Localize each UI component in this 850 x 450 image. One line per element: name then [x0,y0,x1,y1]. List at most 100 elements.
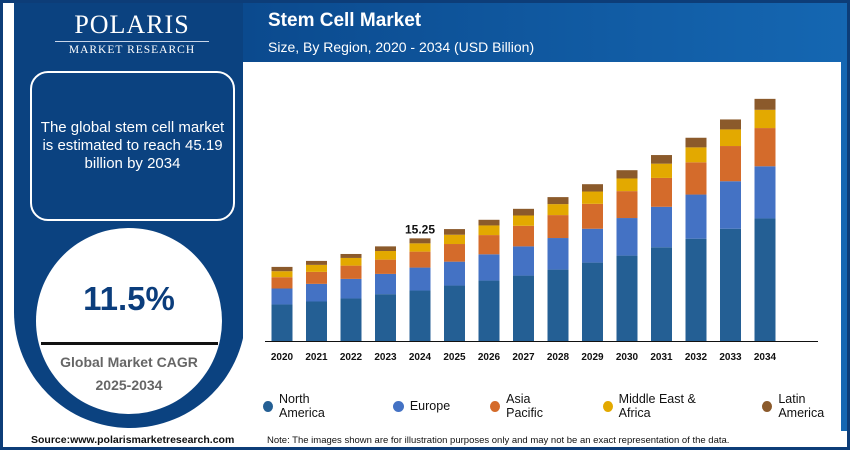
summary-text: The global stem cell market is estimated… [40,119,225,172]
bar-segment-north-america-2032 [685,238,707,341]
data-label: 15.25 [405,222,435,236]
bar-segment-middle-east-africa-2020 [271,271,293,278]
bar-segment-latin-america-2030 [616,170,638,179]
bar-segment-north-america-2020 [271,304,293,341]
bar-segment-middle-east-africa-2022 [340,257,362,266]
bar-segment-latin-america-2027 [513,208,534,216]
x-tick-label: 2024 [409,352,432,363]
bar-segment-asia-pacific-2032 [685,162,707,195]
bar-segment-middle-east-africa-2025 [444,234,465,245]
legend-label: Middle East & Africa [618,392,696,420]
bar-segment-asia-pacific-2029 [582,203,603,229]
bar-segment-north-america-2021 [306,301,327,341]
legend: North America Europe Asia Pacific Middle Ea… [263,392,847,420]
legend-item: North America [263,392,351,420]
legend-item: Asia Pacific [490,392,565,420]
logo-subtitle: MARKET RESEARCH [68,44,196,56]
bar-segment-north-america-2024 [409,290,431,341]
bar-segment-asia-pacific-2030 [616,191,638,219]
bar-segment-middle-east-africa-2033 [720,129,741,147]
bar-segment-middle-east-africa-2028 [547,204,569,216]
bar-segment-europe-2025 [444,261,465,286]
polaris-logo: POLARIS MARKET RESEARCH [47,11,217,56]
bar-segment-latin-america-2029 [582,184,603,192]
bar-segment-latin-america-2020 [271,266,293,272]
x-tick-label: 2025 [443,352,466,363]
bar-segment-europe-2029 [582,228,603,263]
bar-segment-asia-pacific-2033 [720,146,741,182]
bar-segment-asia-pacific-2023 [375,259,396,274]
bar-segment-middle-east-africa-2027 [513,215,534,226]
legend-item: Europe [392,392,451,420]
bar-segment-north-america-2033 [720,228,741,341]
x-tick-label: 2020 [271,352,294,363]
bar-segment-asia-pacific-2022 [340,265,362,279]
x-tick-label: 2022 [340,352,363,363]
legend-label: Asia Pacific [506,392,543,420]
bar-segment-asia-pacific-2034 [754,128,776,167]
bar-segment-asia-pacific-2026 [478,235,500,255]
bar-segment-north-america-2028 [547,269,569,341]
legend-dot-icon [762,400,773,412]
legend-dot-icon [490,400,501,412]
disclaimer-note: Note: The images shown are for illustrat… [267,435,730,446]
stacked-bar-chart: 2020 2021 2022 2023 2024 15.25 2025 2026 2027 202… [265,98,818,363]
bar-segment-europe-2022 [340,278,362,299]
bar-segment-north-america-2031 [651,247,672,341]
bar-segment-latin-america-2031 [651,155,672,164]
bar-segment-north-america-2025 [444,285,465,341]
legend-label: Europe [409,399,451,413]
cagr-divider [41,342,218,345]
bar-segment-latin-america-2024 [409,238,431,244]
bar-segment-north-america-2022 [340,298,362,341]
chart-area [243,62,841,432]
bar-segment-latin-america-2026 [478,219,500,226]
bar-segment-north-america-2027 [513,275,534,341]
bar-segment-europe-2026 [478,254,500,281]
bar-segment-north-america-2023 [375,294,396,341]
bar-segment-asia-pacific-2027 [513,225,534,247]
bar-segment-middle-east-africa-2026 [478,225,500,236]
legend-label: Latin America [778,392,825,420]
legend-dot-icon [392,400,404,412]
x-tick-label: 2034 [754,352,777,363]
chart-subtitle: Size, By Region, 2020 - 2034 (USD Billio… [268,39,535,55]
x-tick-label: 2032 [685,352,708,363]
bar-segment-asia-pacific-2024 [409,251,431,268]
bar-segment-europe-2020 [271,288,293,305]
bar-segment-latin-america-2034 [754,98,776,110]
chart-title: Stem Cell Market [268,10,422,31]
bar-segment-latin-america-2023 [375,246,396,252]
bar-segment-middle-east-africa-2021 [306,264,327,272]
x-tick-label: 2026 [478,352,501,363]
bar-segment-latin-america-2021 [306,260,327,265]
x-tick-label: 2023 [374,352,397,363]
right-border [841,3,847,431]
bar-segment-asia-pacific-2020 [271,277,293,289]
x-tick-label: 2029 [581,352,604,363]
bar-segment-north-america-2026 [478,280,500,341]
bar-segment-north-america-2029 [582,262,603,341]
bar-segment-middle-east-africa-2023 [375,251,396,260]
bar-segment-europe-2030 [616,218,638,256]
x-tick-label: 2028 [547,352,570,363]
header-band [243,3,847,63]
logo-name: POLARIS [74,10,190,39]
bar-segment-europe-2023 [375,273,396,295]
bar-segment-latin-america-2022 [340,253,362,258]
bar-segment-middle-east-africa-2030 [616,178,638,192]
legend-item: Middle East & Africa [602,392,721,420]
bar-segment-north-america-2034 [754,218,776,341]
cagr-period: 2025-2034 [95,377,163,393]
x-tick-label: 2021 [305,352,328,363]
cagr-circle: 11.5% Global Market CAGR 2025-2034 [36,228,222,414]
logo-divider [55,41,209,42]
bar-segment-europe-2028 [547,238,569,270]
x-tick-label: 2027 [512,352,535,363]
bar-segment-europe-2021 [306,283,327,302]
bar-segment-europe-2033 [720,181,741,229]
bar-segment-middle-east-africa-2034 [754,109,776,129]
bar-segment-europe-2027 [513,246,534,276]
legend-item: Latin America [762,392,847,420]
